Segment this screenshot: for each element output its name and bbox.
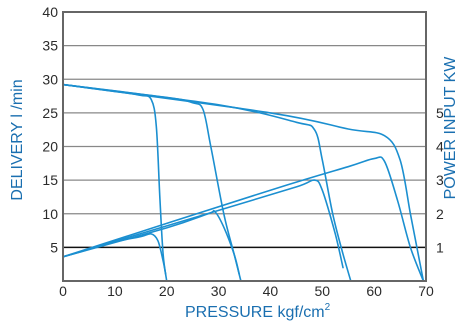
y-left-tick-40: 40 <box>42 4 58 20</box>
x-tick-labels: 0 10 20 30 40 50 60 70 <box>59 283 434 299</box>
y-left-axis-title: DELIVERY l /min <box>9 79 26 200</box>
x-tick-30: 30 <box>211 283 227 299</box>
x-axis-title-text: PRESSURE kgf/cm <box>185 304 325 321</box>
y-right-tick-5: 5 <box>436 105 444 121</box>
y-left-tick-10: 10 <box>42 206 58 222</box>
y-left-tick-labels: 5 10 15 20 25 30 35 40 <box>42 4 58 255</box>
y-right-tick-3: 3 <box>436 172 444 188</box>
y-right-tick-1: 1 <box>436 239 444 255</box>
x-tick-40: 40 <box>263 283 279 299</box>
y-left-tick-30: 30 <box>42 71 58 87</box>
y-left-tick-5: 5 <box>50 239 58 255</box>
curves <box>62 83 425 282</box>
x-tick-0: 0 <box>59 283 67 299</box>
plot-border <box>62 11 427 282</box>
delivery-curve-3 <box>62 83 352 282</box>
grid-lines <box>63 11 426 215</box>
x-tick-20: 20 <box>159 283 175 299</box>
plot-frame <box>62 11 427 282</box>
x-axis-title-superscript: 2 <box>325 302 331 313</box>
power-curve-8 <box>62 156 425 282</box>
y-left-tick-35: 35 <box>42 38 58 54</box>
y-right-axis-title: POWER INPUT KW <box>442 56 459 200</box>
x-tick-50: 50 <box>314 283 330 299</box>
power-curve-7 <box>62 179 344 269</box>
y-left-tick-25: 25 <box>42 105 58 121</box>
delivery-curve-2 <box>62 83 242 282</box>
x-tick-70: 70 <box>418 283 434 299</box>
y-right-tick-4: 4 <box>436 139 444 155</box>
y-right-tick-2: 2 <box>436 206 444 222</box>
power-curve-6 <box>62 209 241 276</box>
x-tick-10: 10 <box>107 283 123 299</box>
delivery-curve-4 <box>62 83 425 282</box>
x-axis-title: PRESSURE kgf/cm2 <box>185 302 331 321</box>
y-right-tick-labels: 1 2 3 4 5 <box>436 105 444 256</box>
x-tick-60: 60 <box>366 283 382 299</box>
y-left-tick-15: 15 <box>42 172 58 188</box>
y-left-tick-20: 20 <box>42 139 58 155</box>
